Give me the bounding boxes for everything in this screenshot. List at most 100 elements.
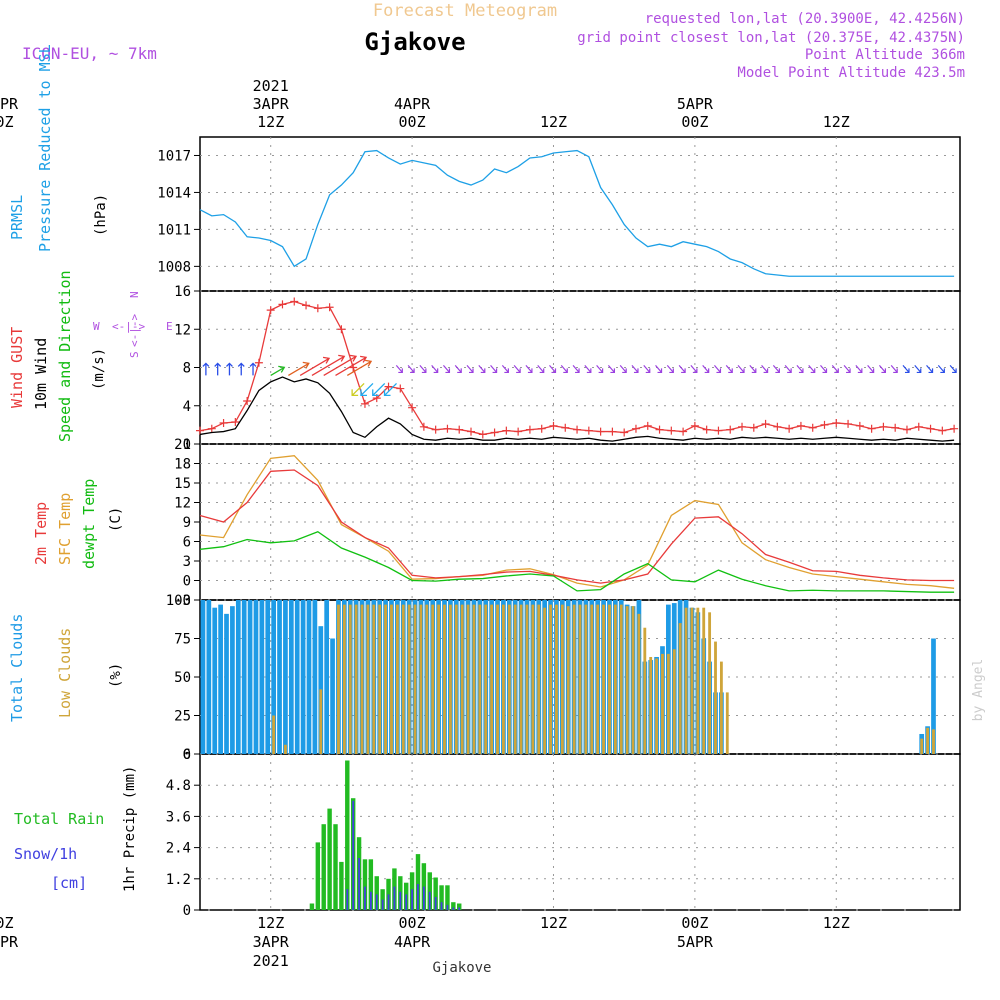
gust-marker [679, 427, 688, 436]
ytick-label: 18 [174, 457, 191, 473]
time-label-bottom: 12Z [540, 914, 567, 932]
wind-arrow [831, 365, 839, 374]
rain-bar [433, 877, 438, 910]
ytick-label: 21 [174, 437, 191, 453]
cloud-bar-low [378, 604, 382, 754]
wind-arrow [454, 365, 462, 374]
compass-ns-arrow: <-|-> [128, 314, 141, 347]
gust-marker [726, 425, 735, 434]
ytick-label: 6 [183, 535, 191, 551]
panel-pressure: 1008 1011 1014 1017 [157, 136, 961, 292]
wind-arrow [737, 365, 745, 374]
cloud-bar-low [443, 604, 446, 754]
wind-arrow [346, 359, 373, 376]
wind-speed-line [199, 376, 955, 442]
wind-arrow [843, 365, 851, 374]
rain-bar [333, 824, 338, 910]
wind-arrow [949, 365, 957, 374]
snow-bar [434, 897, 437, 910]
gust-marker [302, 301, 311, 310]
gust-marker [643, 421, 652, 430]
precip-label-snow-unit: [cm] [51, 874, 87, 892]
ytick-label: 0 [183, 437, 191, 453]
forecast-title: Forecast Meteogram [373, 1, 557, 21]
precip-label-snow: Snow/1h [14, 845, 77, 863]
wind-arrow [572, 365, 580, 374]
wind-arrow [643, 365, 651, 374]
cloud-bar-total [306, 600, 312, 754]
panel-temperature: -3 0 3 6 9 12 15 18 21 [174, 437, 961, 609]
wind-arrow [335, 355, 368, 376]
cloud-bar-low [466, 604, 470, 754]
wind-arrow [419, 365, 427, 374]
cloud-bar-low [384, 604, 387, 754]
time-label-bottom: 4APR [394, 933, 431, 951]
ytick-label: 6 [183, 747, 191, 763]
gust-marker [231, 418, 240, 427]
wind-arrow [926, 365, 934, 374]
wind-arrow [560, 365, 568, 374]
cloud-bar-low [655, 658, 659, 754]
rain-bar [415, 854, 421, 910]
rain-bar [327, 808, 332, 910]
gust-marker [749, 423, 758, 432]
time-label-bottom: 12Z [823, 914, 850, 932]
cloud-bar-low [537, 604, 541, 754]
cloud-bar-low [407, 604, 411, 754]
cloud-ylabel-1: Total Clouds [8, 614, 26, 722]
snow-bar [387, 894, 390, 910]
time-label-bottom: 5APR [677, 933, 714, 951]
cloud-bar-low [284, 744, 287, 754]
ytick-label: 100 [166, 593, 191, 609]
cloud-bar-total [294, 600, 300, 754]
wind-arrow [607, 365, 616, 374]
rain-bar [427, 872, 432, 910]
wind-unit: (m/s) [91, 348, 107, 390]
pressure-ylabel-2: Pressure Reduced to MSL [36, 44, 54, 252]
cloud-bar-low [672, 649, 676, 754]
cloud-bar-total [271, 600, 276, 754]
wind-arrow [761, 365, 769, 374]
cloud-bar-total [247, 600, 253, 754]
cloud-bar-low [725, 692, 729, 754]
wind-arrow [619, 365, 627, 374]
gust-marker [478, 430, 487, 439]
cloud-bar-low [596, 604, 600, 754]
wind-arrow [323, 354, 358, 376]
time-label-top: 3APR [253, 95, 290, 113]
cloud-bar-total [218, 604, 223, 754]
cloud-bar-low [519, 604, 523, 754]
cloud-bar-total [330, 638, 335, 754]
rain-bar [362, 859, 368, 910]
gust-marker [938, 426, 947, 435]
wind-arrow [501, 365, 509, 374]
compass-w: W [93, 320, 100, 333]
wind-arrow [431, 365, 439, 374]
ytick-label: 15 [174, 476, 191, 492]
gust-marker [455, 425, 464, 434]
temp-ylabel-1: 2m Temp [32, 502, 50, 565]
wind-arrow [288, 361, 310, 376]
cloud-bar-low [460, 604, 464, 754]
cloud-bar-total [212, 607, 218, 754]
gust-marker [631, 424, 640, 433]
gust-marker [196, 426, 204, 435]
cloud-bar-low [719, 661, 723, 754]
snow-bar [369, 891, 372, 910]
time-label-bottom: 00Z [681, 914, 708, 932]
precip-label-rain: Total Rain [14, 810, 104, 828]
cloud-bar-low [478, 604, 482, 754]
rain-bar [368, 859, 374, 910]
gust-marker [926, 424, 935, 433]
snow-bar [411, 889, 413, 910]
panel-precip: 0 1.2 2.4 3.6 4.8 6 [166, 747, 961, 919]
cloud-bar-low [666, 653, 670, 754]
cloud-bar-low [448, 604, 452, 754]
gust-marker [266, 306, 275, 315]
wind-arrow [537, 365, 545, 374]
wind-arrow [490, 365, 498, 374]
wind-arrow [702, 365, 710, 374]
rain-bar [321, 824, 326, 910]
gust-marker [855, 421, 864, 430]
cloud-bar-low [649, 656, 653, 754]
